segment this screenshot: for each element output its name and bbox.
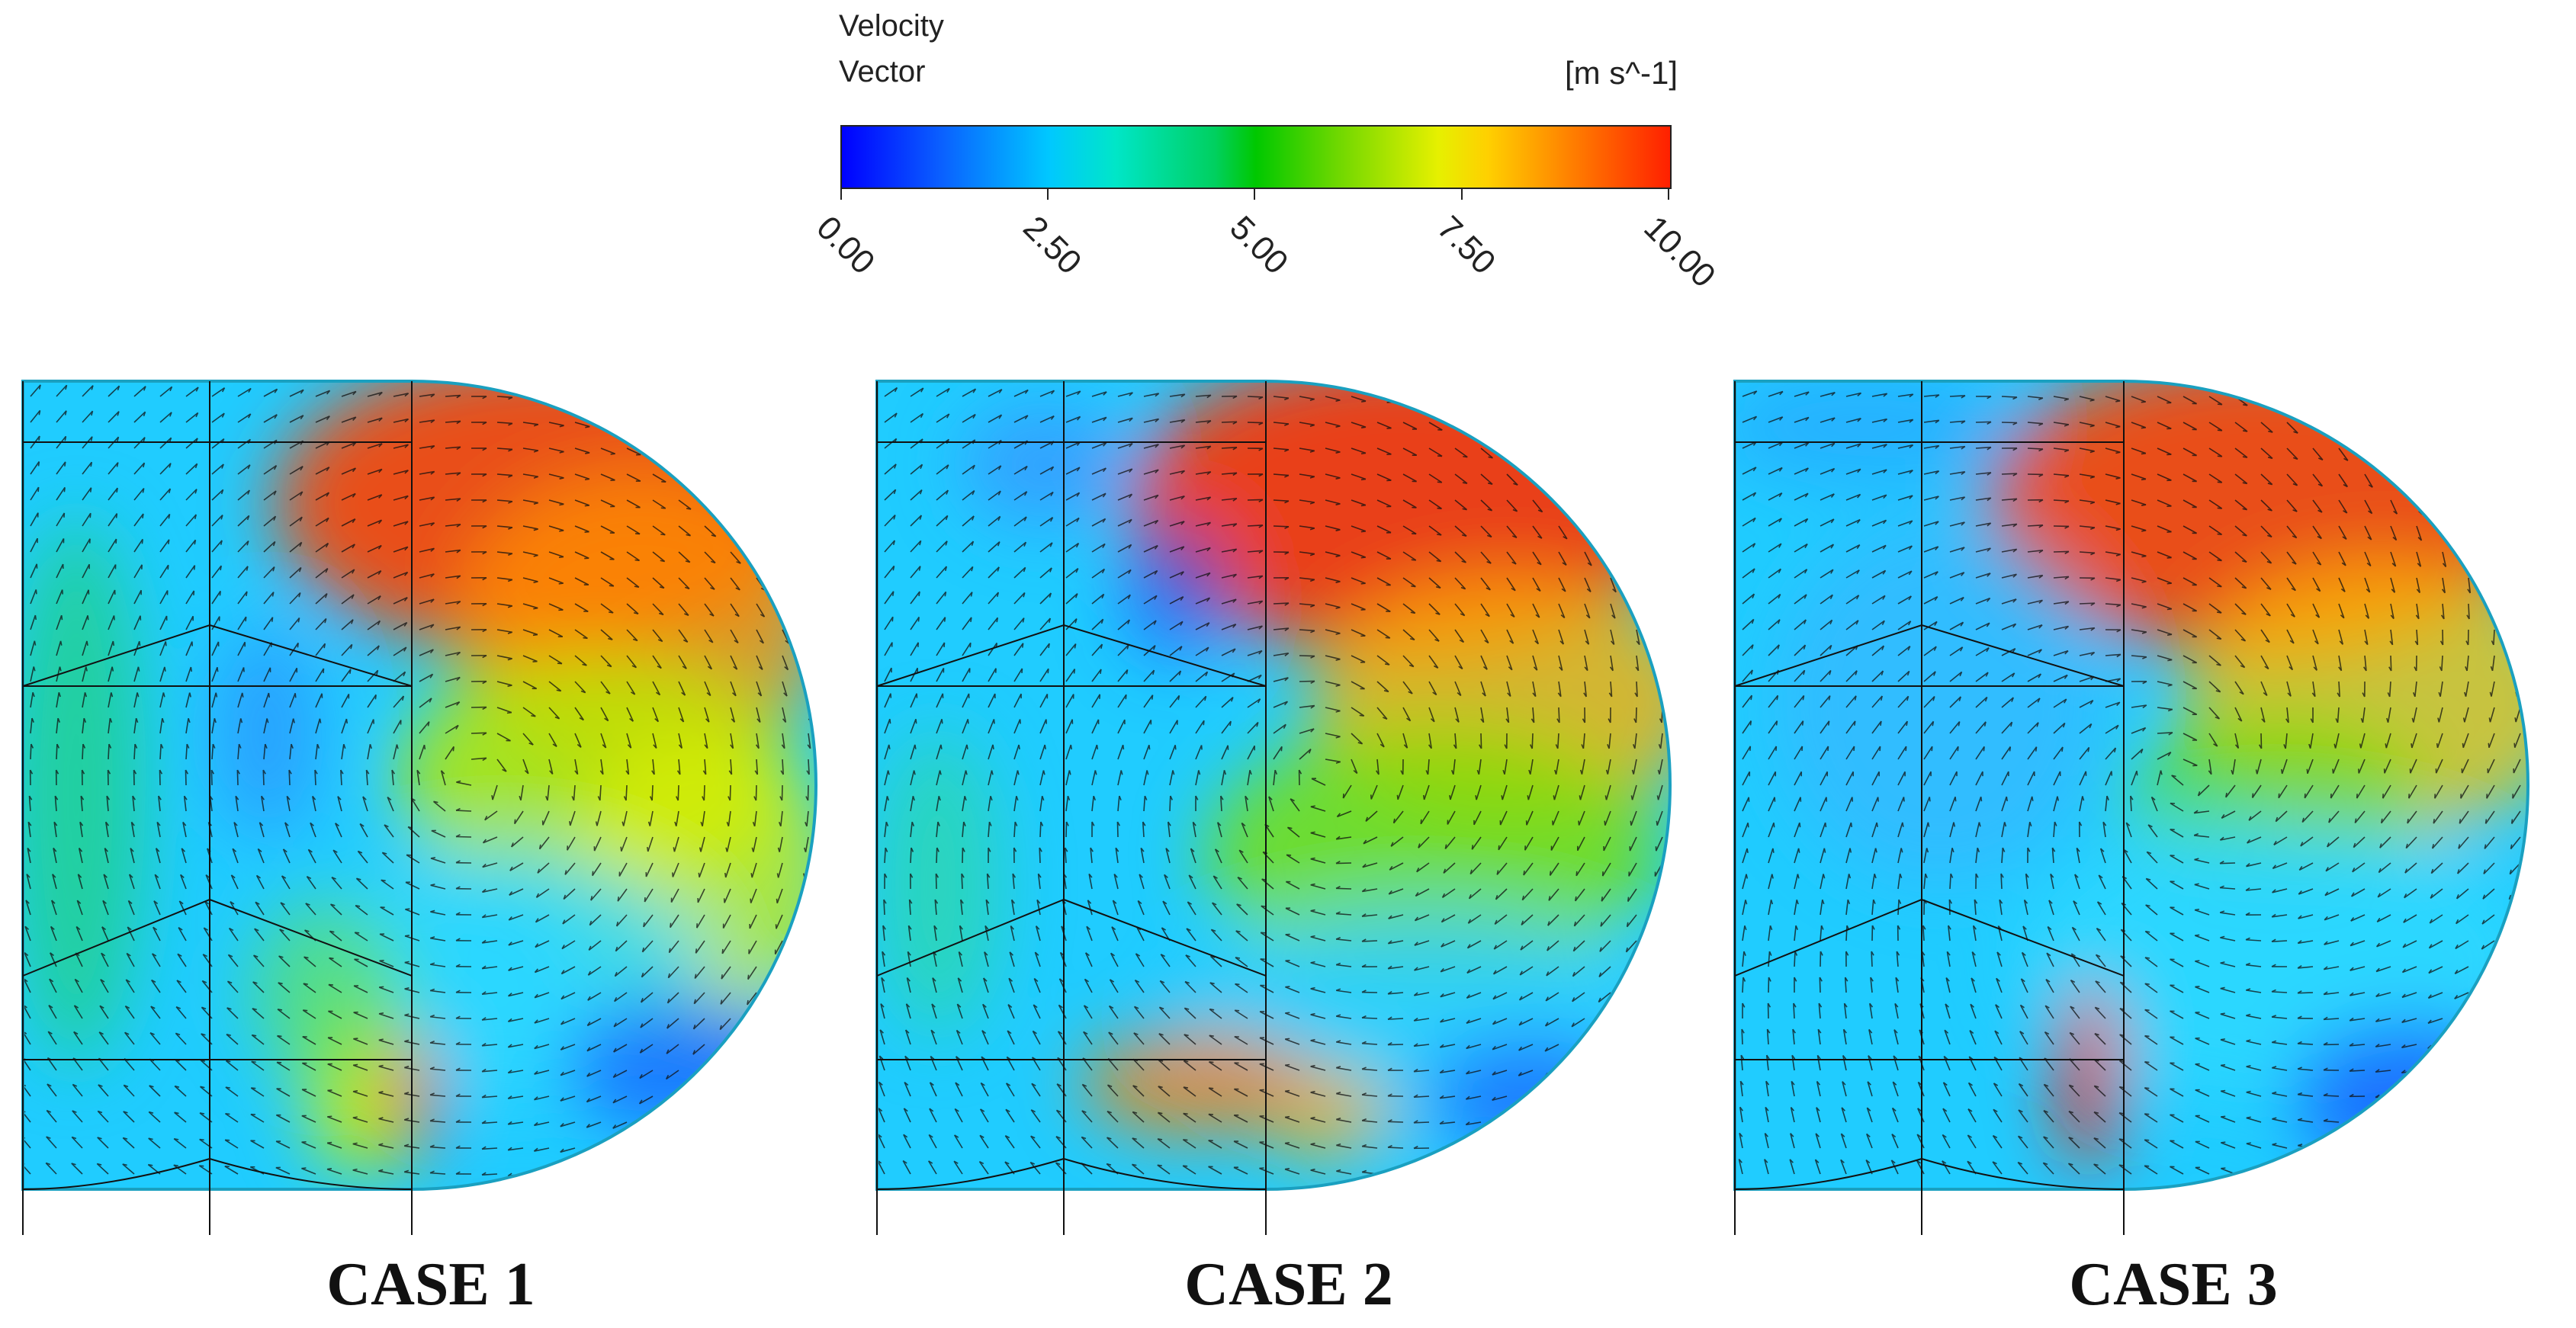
- velocity-legend: Velocity Vector [m s^-1] 0.00 2.50 5.00 …: [793, 9, 1723, 295]
- legend-title: Velocity: [839, 9, 944, 43]
- velocity-contour: [23, 381, 816, 1189]
- legend-tick: [1047, 188, 1049, 200]
- legend-tick-label: 10.00: [1636, 209, 1723, 295]
- case-1-panel: [15, 305, 885, 1235]
- domain-outline: [21, 380, 817, 1235]
- legend-tick-label: 5.00: [1222, 209, 1296, 282]
- color-scale-bar: [840, 125, 1672, 189]
- velocity-contour: [877, 381, 1670, 1189]
- case-3-label: CASE 3: [2069, 1251, 2278, 1318]
- legend-tick: [1254, 188, 1255, 200]
- case-1-label: CASE 1: [326, 1251, 535, 1318]
- domain-outline: [1733, 380, 2529, 1235]
- case-2-label: CASE 2: [1184, 1251, 1393, 1318]
- legend-tick-label: 2.50: [1016, 209, 1089, 282]
- legend-subtitle: Vector: [839, 55, 926, 88]
- legend-tick: [1668, 188, 1669, 200]
- case-2-panel: [869, 305, 1739, 1235]
- case-3-panel: [1727, 305, 2576, 1235]
- legend-tick: [1461, 188, 1463, 200]
- legend-unit: [m s^-1]: [1564, 55, 1678, 91]
- legend-tick-label: 0.00: [809, 209, 882, 282]
- domain-outline: [875, 380, 1672, 1235]
- velocity-contour: [1735, 381, 2528, 1189]
- legend-tick-label: 7.50: [1430, 209, 1503, 282]
- legend-tick: [840, 188, 842, 200]
